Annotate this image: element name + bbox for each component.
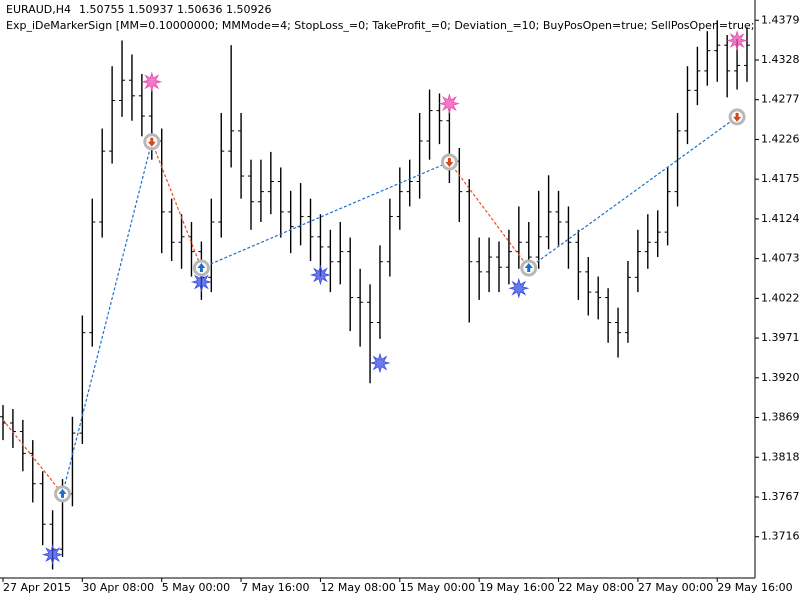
- entry-arrow: [147, 137, 156, 147]
- buy-entry: [54, 485, 72, 503]
- y-tick-label: 1.37670: [761, 490, 800, 503]
- y-tick-label: 1.39710: [761, 331, 800, 344]
- plot-area: [0, 20, 750, 570]
- entry-arrow: [197, 262, 206, 272]
- sell-entry: [143, 133, 161, 151]
- y-tick-label: 1.43790: [761, 13, 800, 26]
- trade-line: [448, 161, 530, 269]
- y-tick-label: 1.38180: [761, 450, 800, 463]
- x-tick-label: 5 May 00:00: [162, 581, 230, 594]
- x-tick-label: 29 May 16:00: [717, 581, 792, 594]
- trade-line: [151, 141, 202, 269]
- sell-entry: [440, 153, 458, 171]
- x-tick-label: 15 May 00:00: [400, 581, 475, 594]
- sell-signal: [726, 30, 748, 51]
- y-tick-label: 1.37160: [761, 530, 800, 543]
- y-tick-label: 1.42260: [761, 132, 800, 145]
- trade-line: [528, 116, 738, 269]
- x-tick-label: 12 May 08:00: [320, 581, 395, 594]
- buy-signal: [42, 544, 64, 566]
- y-tick-label: 1.41240: [761, 212, 800, 225]
- x-tick-label: 27 Apr 2015: [3, 581, 71, 594]
- buy-entry: [192, 259, 210, 277]
- buy-signal: [309, 264, 331, 286]
- buy-signal: [508, 277, 530, 299]
- sell-signal: [141, 71, 163, 93]
- y-tick-label: 1.39200: [761, 371, 800, 384]
- y-tick-label: 1.43280: [761, 53, 800, 66]
- x-tick-label: 22 May 08:00: [559, 581, 634, 594]
- y-tick-label: 1.42770: [761, 93, 800, 106]
- x-tick-label: 7 May 16:00: [241, 581, 309, 594]
- chart-header: EURAUD,H4 1.50755 1.50937 1.50636 1.50926: [6, 3, 271, 16]
- x-tick-label: 19 May 16:00: [479, 581, 554, 594]
- entry-arrow: [733, 112, 742, 122]
- buy-signal: [190, 271, 212, 293]
- trade-line: [2, 419, 63, 495]
- sell-entry: [728, 108, 746, 126]
- trade-line: [61, 141, 153, 495]
- expert-info: Exp_iDeMarkerSign [MM=0.10000000; MMMode…: [6, 19, 786, 32]
- y-tick-label: 1.40730: [761, 252, 800, 265]
- y-tick-label: 1.38690: [761, 411, 800, 424]
- entry-arrow: [58, 488, 67, 498]
- entry-arrow: [524, 262, 533, 272]
- quote: 1.50755 1.50937 1.50636 1.50926: [79, 3, 271, 16]
- y-tick-label: 1.40220: [761, 291, 800, 304]
- entry-arrow: [445, 158, 454, 168]
- buy-signal: [369, 352, 391, 374]
- x-tick-label: 30 Apr 08:00: [82, 581, 154, 594]
- x-tick-label: 27 May 00:00: [638, 581, 713, 594]
- y-tick-label: 1.41750: [761, 172, 800, 185]
- sell-signal: [438, 93, 460, 115]
- buy-entry: [520, 259, 538, 277]
- symbol: EURAUD,H4: [6, 3, 71, 16]
